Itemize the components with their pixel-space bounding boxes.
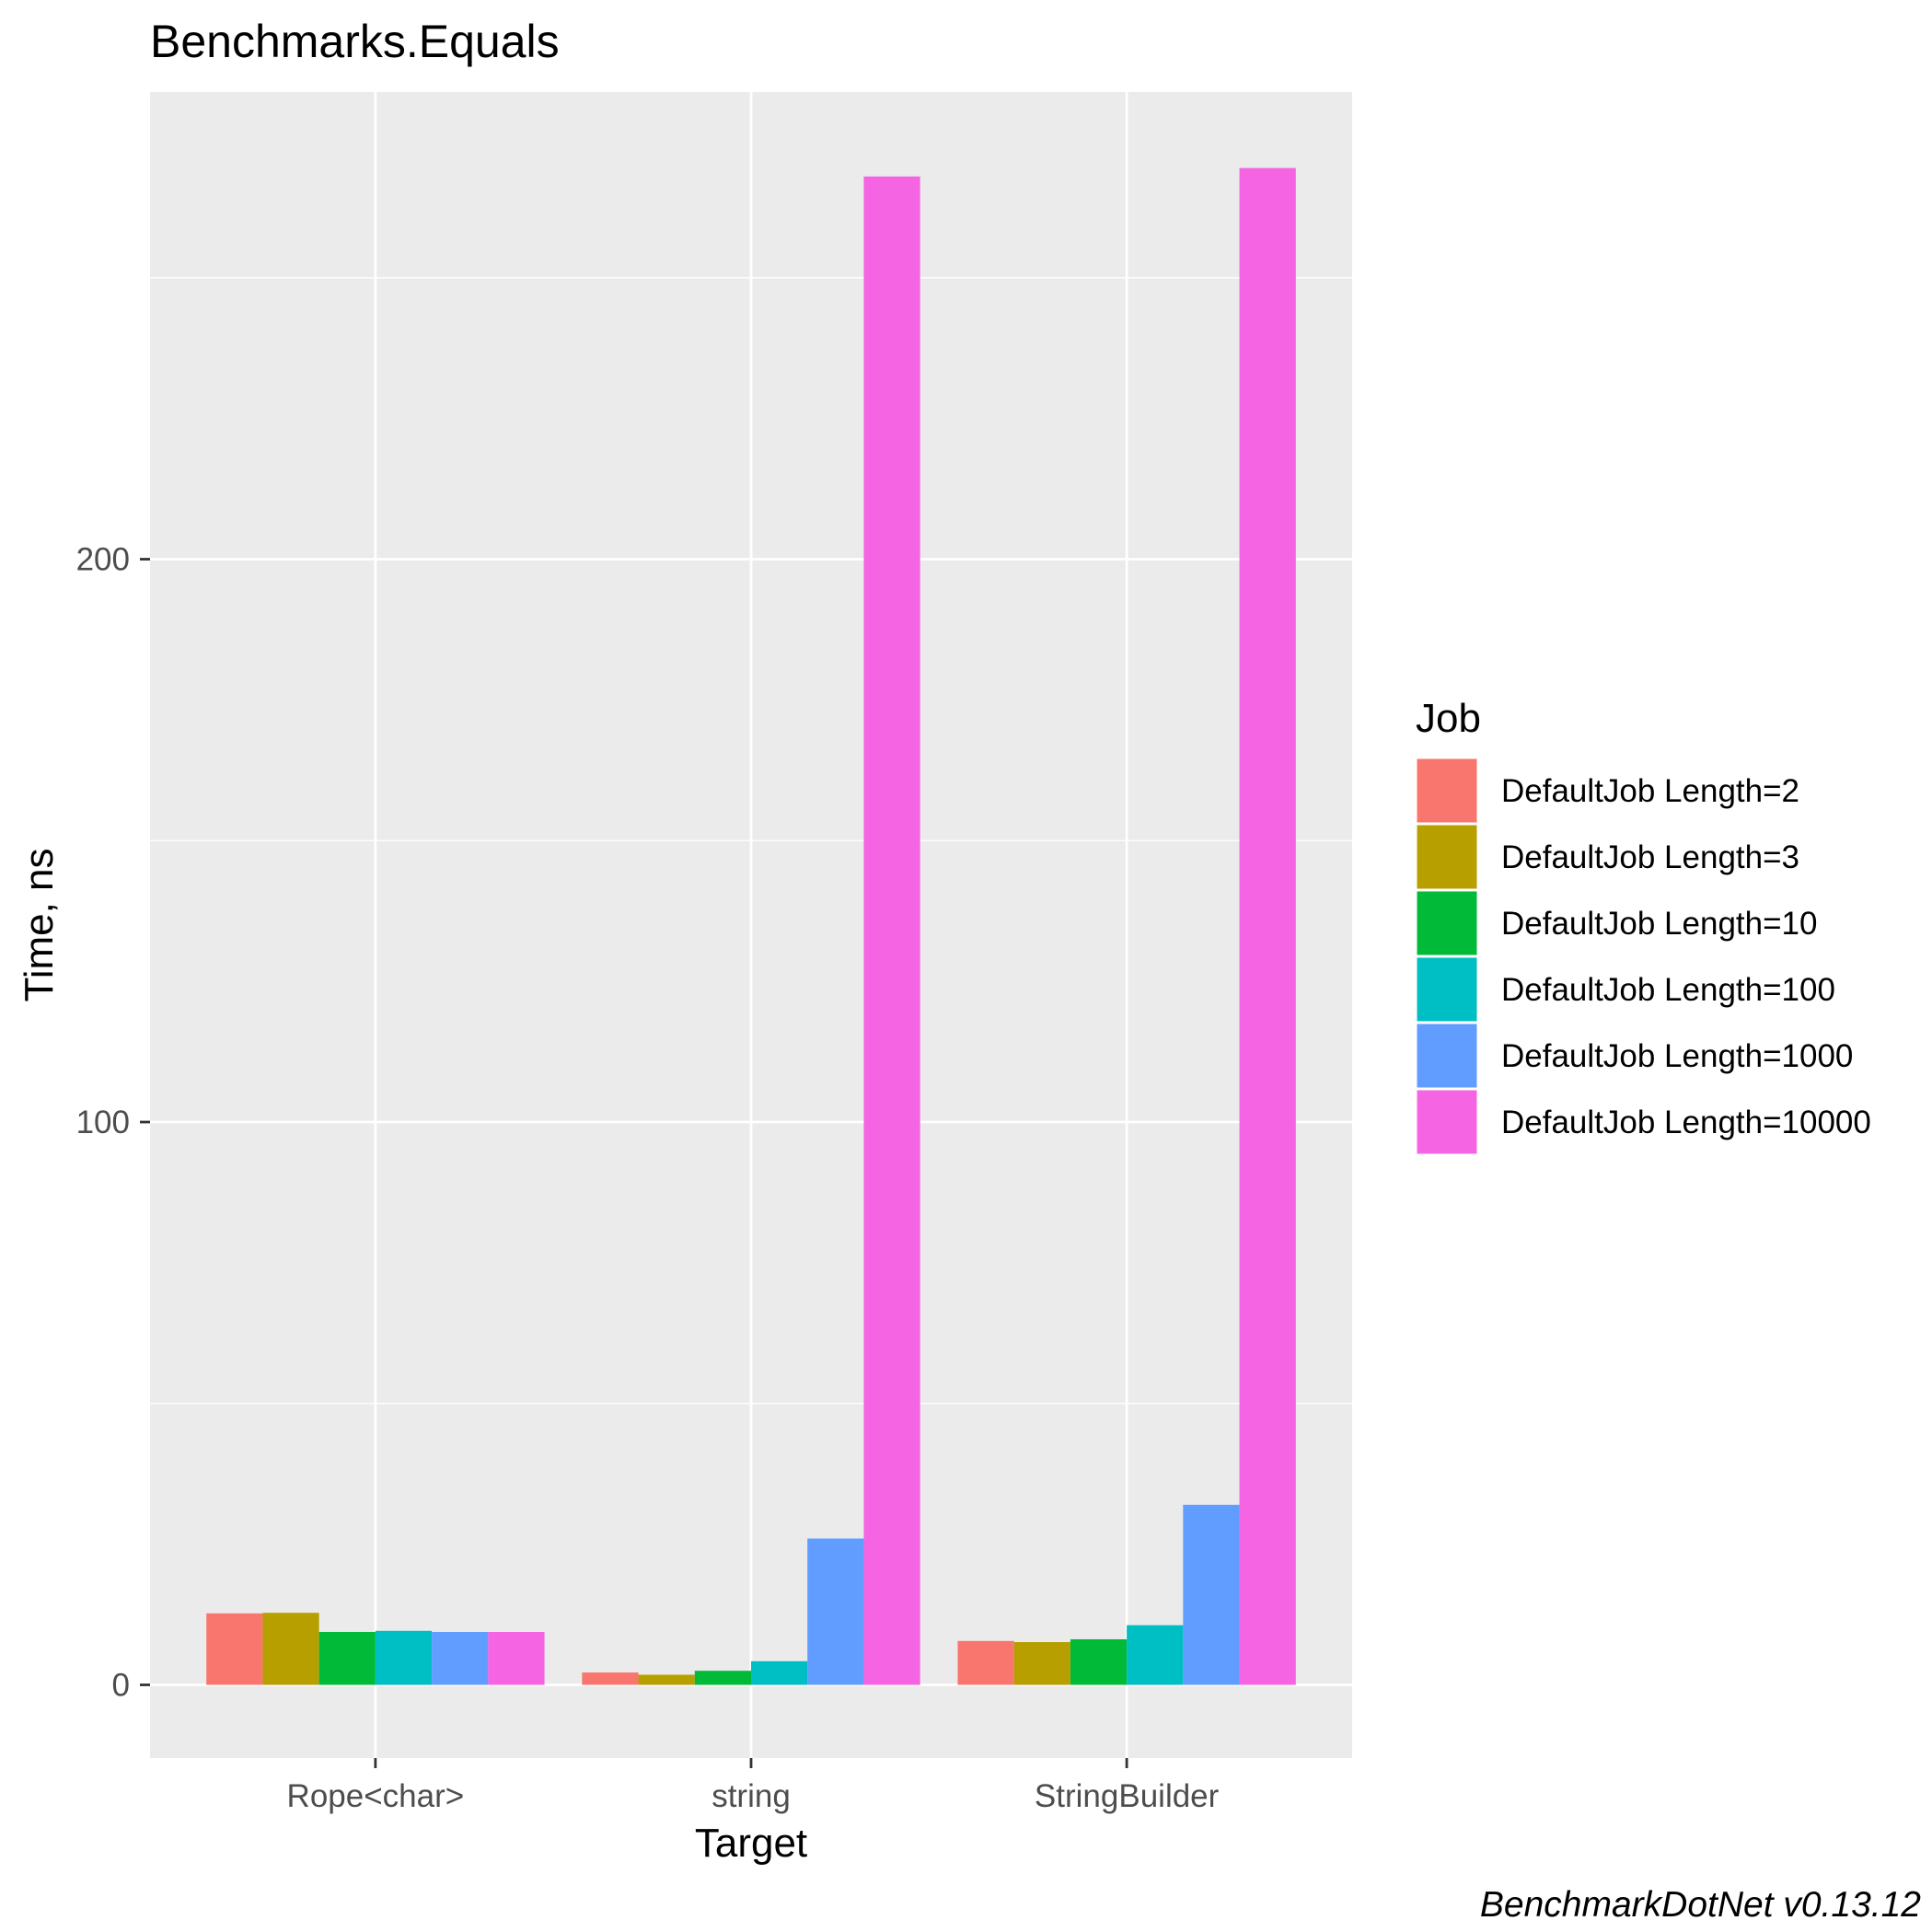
bar xyxy=(807,1538,864,1685)
bar xyxy=(1070,1638,1128,1685)
x-axis-title: Target xyxy=(695,1821,807,1866)
legend-label: DefaultJob Length=10 xyxy=(1501,906,1817,942)
legend-label: DefaultJob Length=10000 xyxy=(1501,1105,1871,1140)
bar xyxy=(488,1632,545,1685)
x-axis: Rope<char> string StringBuilder xyxy=(287,1758,1220,1814)
y-tick-label: 200 xyxy=(76,542,130,578)
bar xyxy=(375,1630,433,1685)
y-tick-label: 0 xyxy=(112,1668,130,1704)
legend-label: DefaultJob Length=3 xyxy=(1501,839,1799,875)
x-tick-label: string xyxy=(711,1778,791,1814)
bars xyxy=(206,168,1296,1685)
bar xyxy=(582,1672,639,1685)
legend: Job DefaultJob Length=2 DefaultJob Length… xyxy=(1414,696,1871,1157)
legend-key xyxy=(1414,954,1480,1024)
legend-label: DefaultJob Length=1000 xyxy=(1501,1038,1853,1074)
bar xyxy=(751,1660,808,1685)
legend-label: DefaultJob Length=2 xyxy=(1501,773,1799,809)
x-tick-label: StringBuilder xyxy=(1035,1778,1220,1814)
bar xyxy=(694,1671,751,1685)
bar xyxy=(1183,1504,1240,1685)
bar xyxy=(957,1640,1014,1685)
y-tick-label: 100 xyxy=(76,1105,130,1140)
x-tick-label: Rope<char> xyxy=(287,1778,465,1814)
bar xyxy=(1013,1642,1070,1685)
legend-key xyxy=(1414,1087,1480,1157)
legend-title: Job xyxy=(1416,696,1481,741)
chart-title: Benchmarks.Equals xyxy=(150,16,560,67)
y-axis-title: Time, ns xyxy=(17,848,62,1001)
bar xyxy=(206,1613,263,1685)
bar xyxy=(318,1632,376,1685)
bar xyxy=(1239,168,1296,1685)
y-axis: 0 100 200 xyxy=(76,542,150,1704)
legend-key xyxy=(1414,756,1480,826)
bar xyxy=(863,176,920,1685)
legend-key xyxy=(1414,1021,1480,1091)
bar xyxy=(1127,1625,1184,1685)
bar xyxy=(262,1613,319,1685)
legend-key xyxy=(1414,822,1480,892)
bar xyxy=(432,1632,489,1685)
bar xyxy=(638,1674,695,1685)
caption: BenchmarkDotNet v0.13.12 xyxy=(1480,1885,1921,1925)
legend-key xyxy=(1414,888,1480,958)
legend-label: DefaultJob Length=100 xyxy=(1501,972,1835,1008)
